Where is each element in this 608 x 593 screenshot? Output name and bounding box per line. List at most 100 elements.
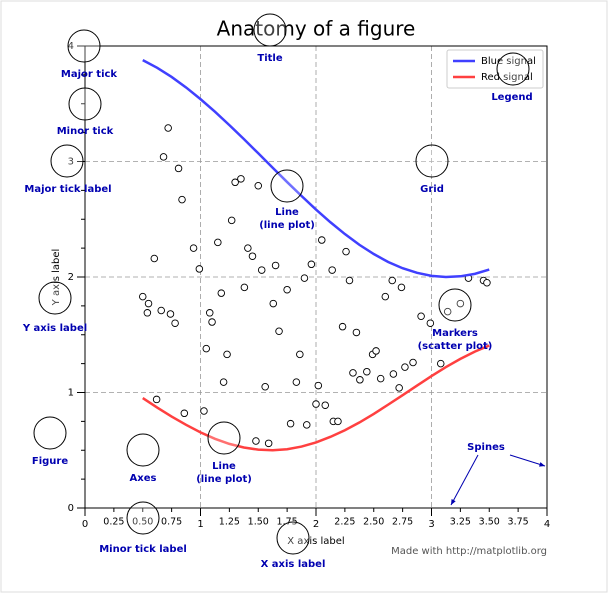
marker — [180, 409, 189, 418]
arrow-head — [451, 499, 456, 505]
marker — [138, 292, 147, 301]
annotation-circle — [270, 169, 304, 203]
line-series — [142, 58, 490, 279]
x-minor-tick-label: 1.50 — [248, 517, 269, 528]
marker — [159, 153, 168, 161]
marker — [372, 347, 380, 355]
marker — [349, 369, 357, 377]
annotation-label: Line — [275, 207, 299, 218]
marker — [237, 175, 245, 183]
legend-label: Red signal — [481, 72, 533, 83]
annotation-circle — [496, 52, 530, 86]
marker — [397, 283, 406, 292]
marker — [178, 195, 186, 204]
marker — [388, 276, 396, 285]
marker — [334, 417, 342, 426]
annotation-circle — [438, 288, 472, 322]
annotation-circle — [126, 501, 160, 535]
legend-label: Blue signal — [481, 56, 536, 67]
x-minor-tick-label: 2.50 — [363, 517, 384, 528]
x-minor-tick-label: 0.75 — [161, 517, 182, 528]
marker — [483, 279, 491, 287]
marker — [389, 370, 398, 378]
marker — [231, 178, 239, 187]
marker — [456, 299, 465, 308]
annotation-label: Line — [212, 461, 236, 472]
x-minor-tick-label: 1.75 — [277, 517, 298, 528]
marker — [143, 309, 152, 317]
marker — [248, 252, 257, 260]
annotation-circle — [67, 29, 101, 63]
x-minor-tick-label: 0.25 — [103, 517, 124, 528]
x-tick-label: 0 — [82, 519, 88, 530]
marker — [214, 238, 222, 247]
x-minor-tick-label: 2.25 — [334, 517, 355, 528]
y-tick-label: 4 — [68, 41, 74, 52]
footer: Made with http://matplotlib.org — [391, 546, 547, 557]
y-axis-label: Y axis label — [51, 249, 62, 307]
marker — [296, 350, 304, 359]
marker — [345, 276, 354, 285]
x-minor-tick-label: 3.25 — [450, 517, 471, 528]
marker — [195, 265, 204, 273]
marker — [321, 401, 329, 409]
marker — [227, 216, 236, 225]
x-minor-tick-label: 3.75 — [508, 517, 529, 528]
x-minor-tick-label: 2.75 — [392, 517, 413, 528]
x-minor-tick-label: 1.25 — [219, 517, 240, 528]
marker — [443, 307, 452, 316]
marker — [376, 374, 385, 383]
marker — [283, 285, 291, 294]
marker — [417, 312, 425, 321]
annotation-label: Minor tick label — [99, 544, 187, 555]
annotation-circle — [276, 521, 310, 555]
marker — [286, 419, 295, 428]
marker — [314, 381, 323, 390]
marker — [205, 309, 214, 317]
x-minor-tick-label: 3.50 — [479, 517, 500, 528]
marker — [217, 289, 226, 297]
marker — [338, 322, 347, 331]
annotation-label: (line plot) — [196, 474, 252, 485]
annotation-label: (scatter plot) — [418, 341, 493, 352]
annotation-circle — [415, 144, 449, 178]
marker — [342, 247, 350, 256]
annotation-label: Axes — [130, 473, 157, 484]
annotation-label: Legend — [491, 92, 532, 103]
marker — [300, 274, 309, 282]
line-series — [142, 344, 490, 452]
x-tick-label: 1 — [197, 519, 203, 530]
marker — [303, 421, 311, 429]
y-tick-label: 1 — [68, 388, 74, 399]
x-minor-tick-label: 0.50 — [132, 517, 153, 528]
marker — [152, 395, 161, 404]
marker — [164, 124, 172, 132]
marker — [401, 363, 409, 371]
annotation-circle — [68, 87, 102, 121]
marker — [157, 306, 165, 315]
annotation-label: Title — [257, 53, 282, 64]
marker — [208, 318, 216, 326]
marker — [356, 376, 364, 384]
marker — [395, 384, 403, 392]
marker — [171, 319, 179, 327]
marker — [381, 292, 390, 301]
marker — [219, 378, 228, 386]
marker — [202, 344, 211, 353]
marker — [144, 299, 153, 308]
marker — [275, 327, 283, 336]
marker — [264, 439, 273, 448]
annotation-label: Spines — [467, 442, 505, 453]
x-axis-label: X axis label — [287, 536, 344, 547]
x-tick-label: 4 — [544, 519, 550, 530]
marker — [307, 260, 316, 269]
annotation-circle — [50, 144, 84, 178]
marker — [240, 283, 249, 292]
annotation-arrow — [509, 454, 546, 467]
annotation-label: Figure — [32, 456, 68, 467]
marker — [363, 367, 371, 376]
marker — [257, 266, 266, 274]
legend-box — [446, 49, 544, 89]
